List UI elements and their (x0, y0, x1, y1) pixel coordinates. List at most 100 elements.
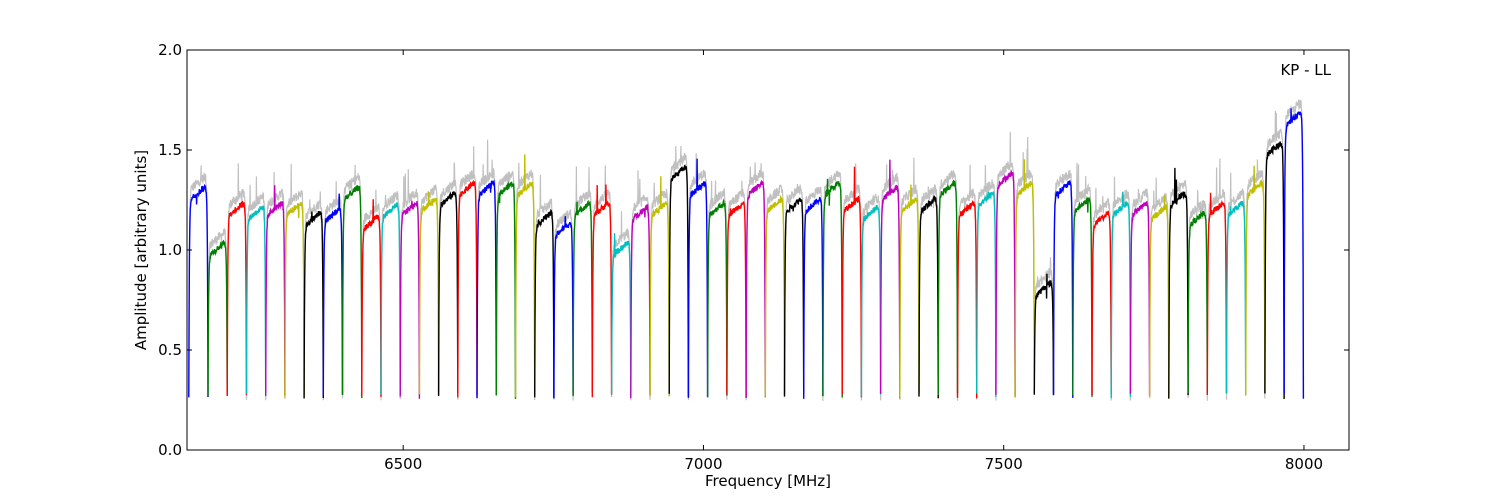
channel-trace-50 (1148, 195, 1170, 399)
channel-trace-31 (783, 196, 805, 397)
channel-trace-7 (322, 193, 344, 396)
channel-trace-9 (361, 199, 382, 397)
channel-trace-24 (649, 176, 670, 397)
y-axis-label: Amplitude [arbitrary units] (132, 150, 150, 350)
x-tick-label: 8000 (1285, 455, 1323, 473)
channel-trace-54 (1225, 200, 1247, 395)
channel-trace-18 (534, 208, 555, 399)
background-trace-20 (572, 166, 593, 393)
background-trace-39 (937, 170, 959, 400)
background-trace-56 (1264, 110, 1285, 399)
channel-trace-41 (976, 191, 997, 397)
background-trace-10 (380, 191, 401, 401)
channel-trace-36 (879, 159, 901, 399)
background-trace-33 (822, 170, 843, 401)
background-trace-54 (1225, 172, 1247, 400)
background-trace-6 (303, 191, 324, 401)
y-tick-label: 1.5 (158, 141, 182, 159)
background-trace-49 (1129, 188, 1151, 401)
background-trace-11 (399, 169, 420, 400)
channel-trace-4 (265, 185, 286, 396)
background-trace-51 (1168, 179, 1189, 397)
channel-trace-57 (1283, 108, 1305, 399)
background-trace-37 (899, 157, 920, 400)
background-trace-32 (803, 186, 824, 400)
background-trace-3 (245, 176, 267, 400)
x-tick-label: 6500 (384, 455, 422, 473)
channel-trace-3 (245, 205, 267, 396)
background-trace-38 (918, 184, 939, 396)
channel-trace-29 (745, 179, 766, 398)
background-trace-46 (1072, 162, 1093, 398)
channel-trace-51 (1168, 167, 1189, 399)
background-trace-19 (553, 209, 574, 401)
channel-trace-13 (437, 191, 459, 397)
channel-trace-21 (591, 184, 613, 398)
channel-trace-8 (341, 185, 363, 399)
channel-trace-1 (207, 239, 228, 397)
channel-trace-5 (284, 201, 305, 398)
background-trace-41 (976, 164, 997, 400)
panel-annotation: KP - LL (1280, 61, 1331, 79)
background-trace-15 (476, 139, 497, 394)
background-trace-23 (630, 170, 651, 401)
channel-trace-19 (553, 216, 574, 399)
background-trace-13 (438, 162, 459, 400)
channel-trace-37 (899, 184, 920, 398)
channel-trace-20 (572, 199, 593, 397)
background-trace-48 (1110, 176, 1131, 397)
background-trace-5 (284, 163, 305, 398)
channel-trace-53 (1206, 192, 1228, 396)
y-tick-label: 2.0 (158, 41, 182, 59)
background-trace-35 (860, 193, 882, 401)
background-trace-9 (361, 189, 382, 396)
y-tick-label: 0.5 (158, 341, 182, 359)
background-trace-28 (726, 180, 747, 400)
background-trace-21 (591, 165, 613, 392)
background-trace-1 (207, 227, 228, 397)
channel-trace-33 (822, 178, 843, 398)
channel-trace-14 (457, 179, 478, 398)
channel-trace-52 (1187, 210, 1208, 394)
background-trace-42 (995, 131, 1016, 401)
channel-trace-40 (956, 199, 978, 399)
x-tick-label: 7000 (684, 455, 722, 473)
background-trace-50 (1149, 177, 1170, 398)
channel-trace-16 (495, 181, 517, 399)
channel-trace-34 (841, 166, 863, 398)
channel-trace-39 (937, 179, 959, 396)
background-trace-47 (1091, 187, 1112, 401)
y-tick-label: 0.0 (158, 441, 182, 459)
channel-trace-49 (1129, 201, 1151, 396)
background-trace-40 (956, 164, 978, 401)
channel-trace-47 (1091, 210, 1112, 396)
channel-trace-0 (188, 183, 209, 398)
background-trace-34 (841, 163, 862, 401)
channel-trace-43 (1014, 159, 1035, 398)
channel-trace-32 (803, 196, 824, 399)
channel-trace-56 (1264, 141, 1285, 400)
channel-trace-22 (610, 233, 632, 397)
background-trace-44 (1033, 257, 1055, 394)
y-axis: 0.0 0.5 1.0 1.5 2.0 (158, 41, 1349, 459)
channel-trace-11 (399, 200, 421, 399)
background-trace-29 (745, 162, 766, 401)
background-trace-8 (341, 164, 363, 397)
channel-trace-48 (1110, 191, 1132, 399)
series-layer (188, 99, 1305, 401)
x-axis-label: Frequency [MHz] (705, 472, 831, 490)
background-trace-0 (188, 165, 209, 395)
channel-trace-12 (418, 191, 440, 395)
channel-trace-25 (668, 164, 690, 397)
background-trace-25 (668, 145, 689, 397)
background-trace-52 (1187, 189, 1208, 401)
background-trace-14 (457, 146, 478, 400)
channel-trace-26 (687, 158, 709, 398)
background-trace-30 (764, 184, 786, 395)
x-axis: 6500 7000 7500 8000 (384, 50, 1323, 473)
channel-trace-45 (1052, 180, 1074, 398)
channel-trace-44 (1033, 273, 1055, 395)
y-tick-label: 1.0 (158, 241, 182, 259)
x-tick-label: 7500 (985, 455, 1023, 473)
